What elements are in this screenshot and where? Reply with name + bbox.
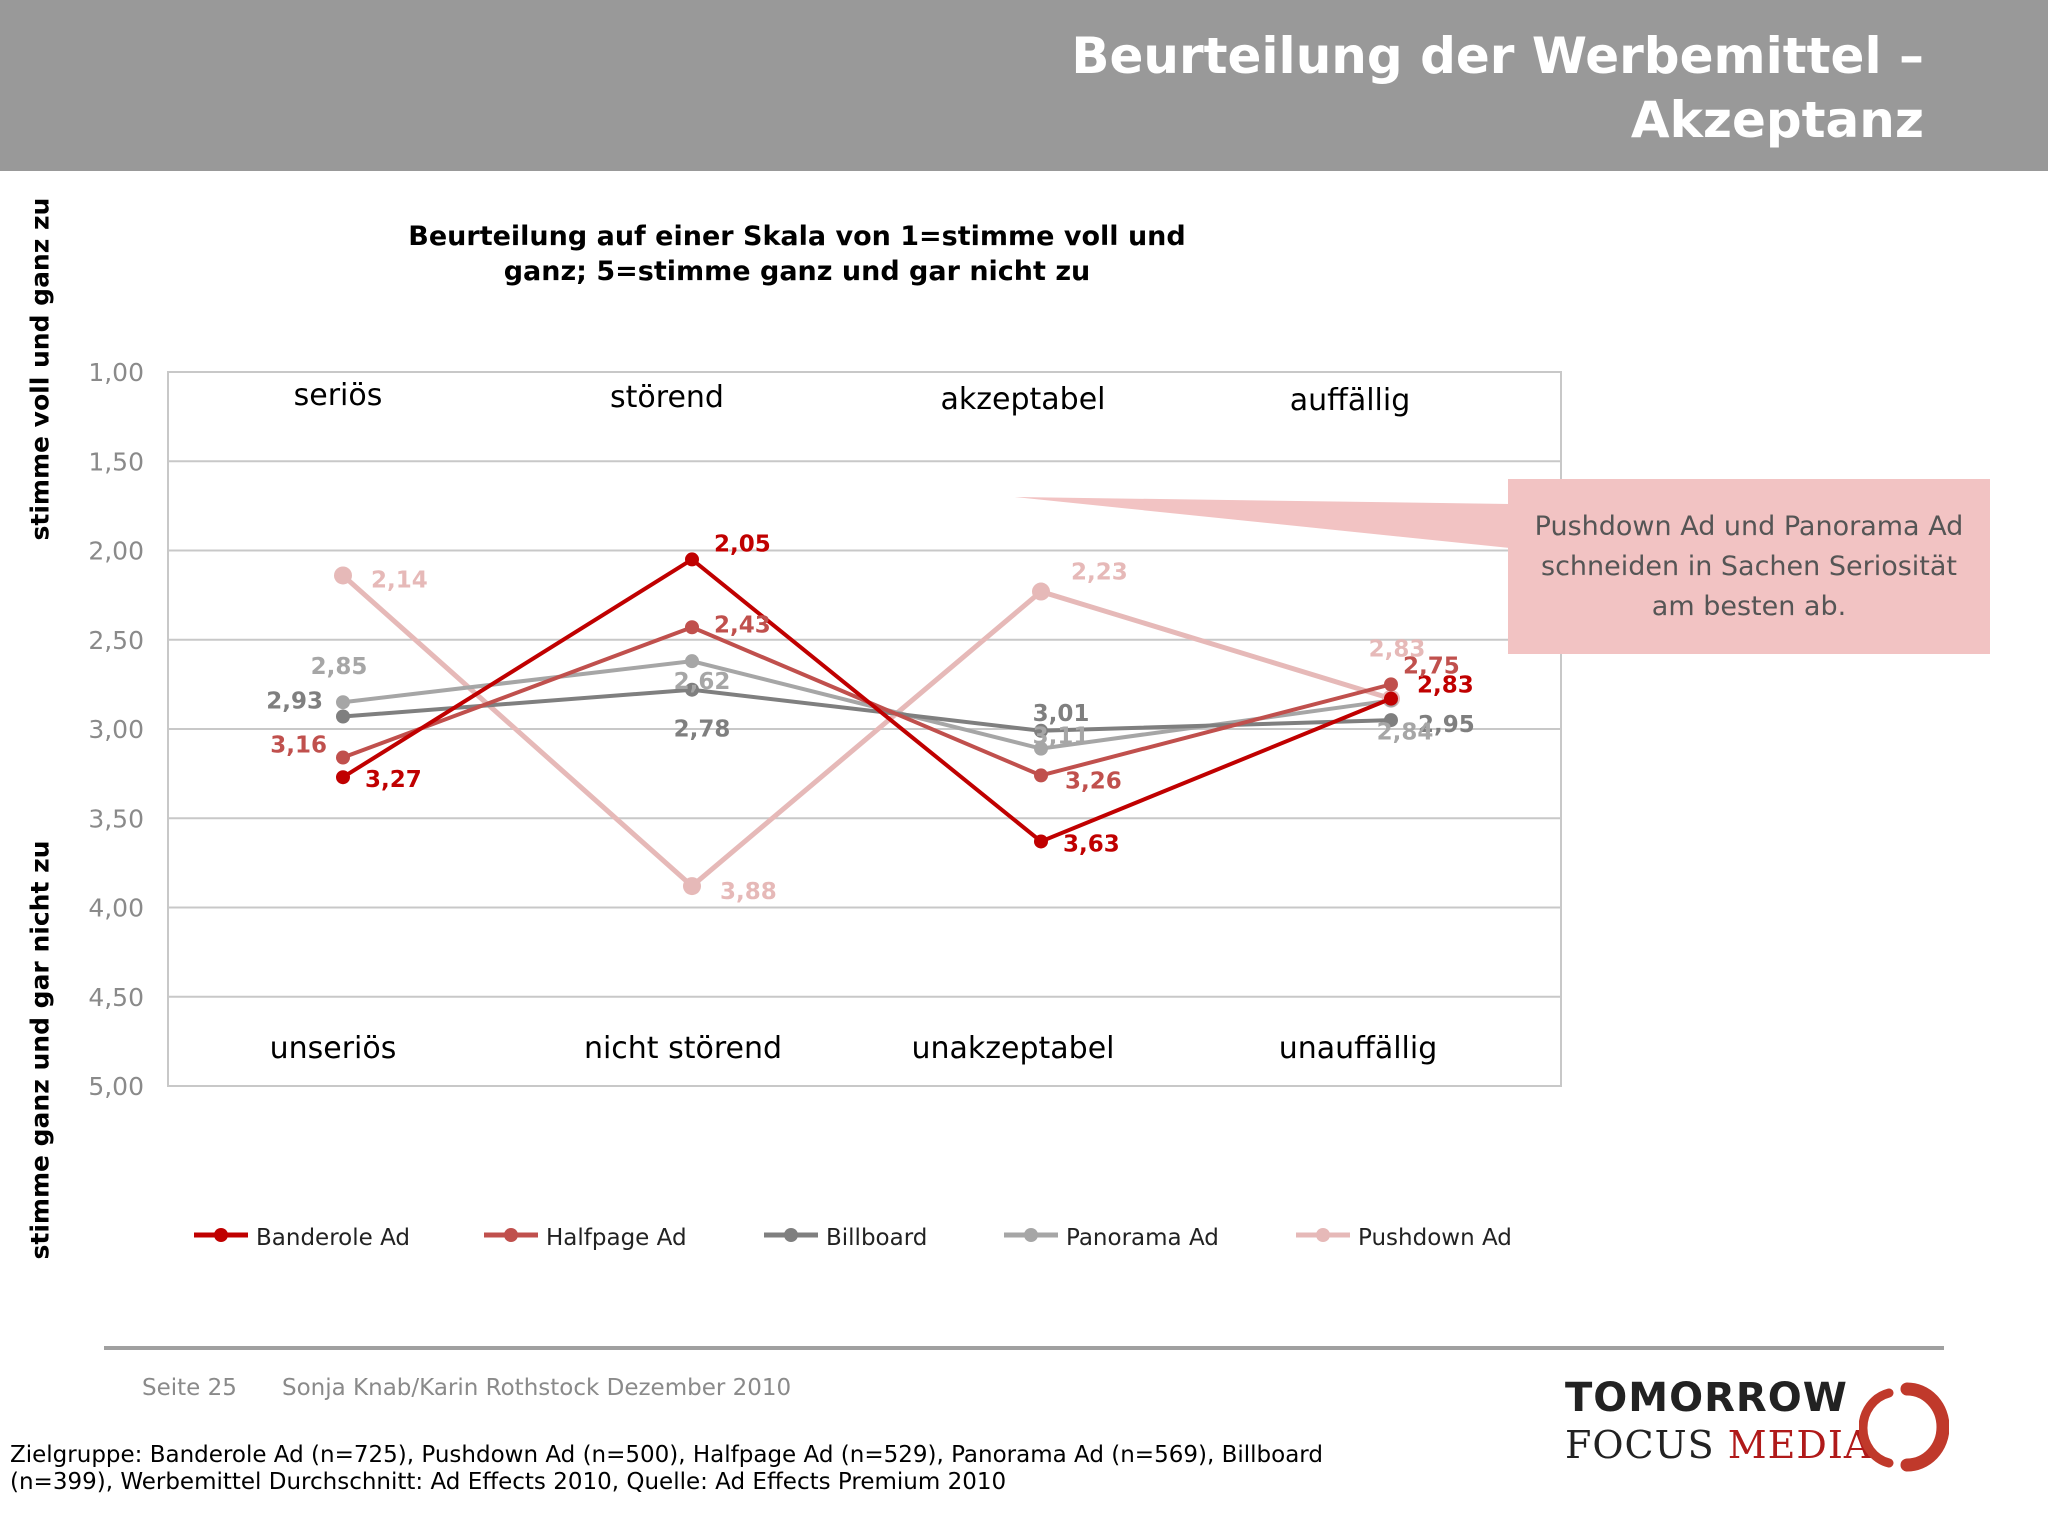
category-label-top: auffällig: [1290, 383, 1411, 418]
legend-swatch-marker: [1316, 1228, 1330, 1242]
footer-authors: Sonja Knab/Karin Rothstock Dezember 2010: [282, 1375, 792, 1401]
y-tick-label: 2,50: [88, 626, 144, 655]
page-title: Beurteilung der Werbemittel – Akzeptanz: [1071, 24, 1924, 152]
y-tick-label: 4,00: [88, 894, 144, 923]
callout-box: Pushdown Ad und Panorama Ad schneiden in…: [1508, 479, 1990, 654]
legend-swatch-marker: [784, 1228, 798, 1242]
data-point: [685, 620, 699, 635]
chart-title: Beurteilung auf einer Skala von 1=stimme…: [408, 221, 1186, 287]
category-label-top: akzeptabel: [941, 382, 1106, 417]
y-tick-label: 1,00: [88, 358, 144, 387]
legend-label: Banderole Ad: [256, 1225, 410, 1251]
legend-swatch-marker: [1024, 1228, 1038, 1242]
legend-label: Panorama Ad: [1066, 1225, 1219, 1251]
data-label: 2,23: [1071, 560, 1128, 586]
category-label-bottom: nicht störend: [584, 1031, 782, 1066]
y-tick-label: 2,00: [88, 537, 144, 566]
series-line-billboard: [342, 687, 1392, 733]
data-label: 2,62: [674, 669, 731, 695]
company-logo: TOMORROW FOCUS MEDIA: [1565, 1375, 1955, 1475]
logo-word-media: MEDIA: [1727, 1423, 1873, 1467]
y-tick-label: 1,50: [88, 447, 144, 476]
data-label: 2,84: [1377, 719, 1434, 745]
data-label: 2,05: [714, 531, 771, 557]
logo-ring-icon: [1859, 1382, 1949, 1472]
data-label: 3,11: [1033, 724, 1090, 750]
data-point: [334, 566, 352, 585]
callout-text: Pushdown Ad und Panorama Ad schneiden in…: [1534, 510, 1964, 622]
y-tick-label: 5,00: [88, 1072, 144, 1101]
data-point: [1032, 582, 1050, 601]
category-label-bottom: unauffällig: [1279, 1031, 1438, 1066]
data-label: 2,75: [1403, 653, 1460, 679]
data-point: [1384, 677, 1398, 692]
footnote: Zielgruppe: Banderole Ad (n=725), Pushdo…: [10, 1442, 1323, 1495]
legend-label: Billboard: [826, 1225, 927, 1251]
category-label-top: seriös: [294, 378, 383, 413]
data-label: 3,16: [270, 733, 327, 759]
data-label: 2,83: [1417, 673, 1474, 699]
callout-pointer: [1015, 497, 1510, 548]
data-label: 3,01: [1033, 701, 1090, 727]
data-label: 2,14: [371, 567, 428, 593]
data-point: [336, 770, 350, 785]
logo-line2: FOCUS MEDIA: [1565, 1423, 1872, 1467]
category-label-bottom: unseriös: [270, 1031, 397, 1066]
data-point: [1034, 723, 1048, 738]
logo-word-focus: FOCUS: [1565, 1423, 1715, 1467]
logo-line1: TOMORROW: [1565, 1375, 1848, 1421]
legend-label: Pushdown Ad: [1358, 1225, 1512, 1251]
data-point: [336, 709, 350, 724]
legend-swatch-marker: [504, 1228, 518, 1242]
data-point: [1034, 741, 1048, 756]
data-label: 3,26: [1065, 768, 1122, 794]
legend-swatch-marker: [214, 1228, 228, 1242]
series-line-pushdown-ad: [341, 573, 1392, 890]
data-label: 3,88: [720, 879, 777, 905]
data-label: 3,63: [1063, 831, 1120, 857]
y-tick-label: 3,50: [88, 804, 144, 833]
data-point: [685, 682, 699, 697]
category-label-bottom: unakzeptabel: [911, 1031, 1114, 1066]
page-title-line1: Beurteilung der Werbemittel –: [1071, 27, 1924, 85]
legend-label: Halfpage Ad: [546, 1225, 687, 1251]
header-bar: Beurteilung der Werbemittel – Akzeptanz: [0, 0, 2048, 171]
data-point: [336, 750, 350, 765]
data-label: 2,85: [311, 654, 368, 680]
data-label: 2,43: [714, 612, 771, 638]
data-point: [336, 695, 350, 710]
data-point: [683, 877, 701, 896]
data-label: 2,83: [1369, 637, 1426, 663]
y-tick-label: 3,00: [88, 715, 144, 744]
data-label: 2,78: [674, 717, 731, 743]
data-point: [1384, 713, 1398, 728]
data-point: [1034, 768, 1048, 783]
data-point: [685, 654, 699, 669]
data-label: 2,93: [266, 689, 323, 715]
y-tick-label: 4,50: [88, 983, 144, 1012]
category-label-top: störend: [610, 380, 724, 415]
data-point: [1034, 834, 1048, 849]
footer-divider: [104, 1346, 1944, 1350]
series-line-banderole-ad: [341, 556, 1392, 844]
data-label: 3,27: [365, 767, 422, 793]
data-point: [685, 552, 699, 567]
data-label: 2,95: [1418, 712, 1475, 738]
page-title-line2: Akzeptanz: [1630, 91, 1924, 149]
data-point: [1384, 691, 1398, 706]
footer-page-number: Seite 25: [142, 1375, 237, 1401]
